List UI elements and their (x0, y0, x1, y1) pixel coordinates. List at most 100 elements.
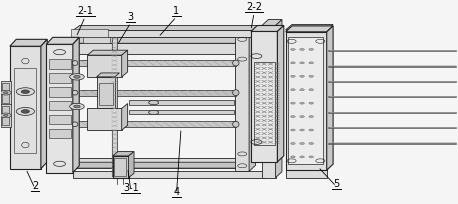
Text: 2-2: 2-2 (246, 2, 262, 12)
Circle shape (300, 103, 304, 105)
Polygon shape (327, 27, 333, 170)
Circle shape (291, 156, 295, 158)
Polygon shape (113, 152, 134, 156)
Bar (87, 109, 122, 131)
Circle shape (300, 49, 304, 51)
Bar (73, 31, 265, 38)
Circle shape (291, 89, 295, 91)
Bar (83, 38, 110, 44)
Circle shape (70, 74, 84, 81)
Circle shape (300, 143, 304, 145)
Circle shape (16, 108, 34, 116)
Bar (286, 170, 327, 178)
Polygon shape (122, 104, 128, 131)
Circle shape (291, 49, 295, 51)
Text: 3: 3 (128, 11, 134, 21)
Polygon shape (262, 20, 282, 26)
Ellipse shape (233, 122, 239, 128)
Circle shape (291, 129, 295, 131)
Ellipse shape (233, 61, 239, 67)
Ellipse shape (72, 122, 78, 127)
Circle shape (0, 91, 11, 96)
Ellipse shape (233, 90, 239, 96)
Circle shape (16, 88, 34, 96)
Circle shape (309, 129, 313, 131)
Bar (78, 61, 236, 67)
Polygon shape (286, 27, 333, 33)
Bar (49, 101, 71, 111)
Bar (78, 122, 236, 128)
Polygon shape (122, 51, 128, 78)
Polygon shape (73, 38, 245, 44)
Circle shape (3, 92, 8, 94)
Bar (113, 156, 129, 178)
Bar (235, 35, 249, 171)
Circle shape (3, 115, 8, 117)
Bar (2, 83, 9, 103)
Polygon shape (73, 26, 272, 31)
Bar (73, 44, 237, 54)
Bar (129, 111, 234, 115)
Bar (114, 158, 126, 176)
Bar (286, 33, 327, 170)
Text: 1: 1 (174, 6, 180, 16)
Circle shape (300, 89, 304, 91)
Circle shape (309, 89, 313, 91)
Bar (1, 81, 11, 105)
Circle shape (291, 103, 295, 105)
Text: 5: 5 (333, 179, 339, 188)
Polygon shape (10, 40, 47, 47)
Circle shape (0, 113, 11, 118)
Text: 4: 4 (174, 186, 180, 196)
Circle shape (74, 106, 80, 108)
Circle shape (74, 76, 80, 79)
Polygon shape (73, 38, 79, 173)
Bar (71, 30, 108, 38)
Ellipse shape (72, 91, 78, 96)
Bar (2, 106, 9, 125)
Circle shape (300, 76, 304, 78)
Polygon shape (278, 26, 284, 162)
Ellipse shape (149, 101, 158, 105)
Polygon shape (129, 152, 134, 178)
Circle shape (300, 63, 304, 64)
Circle shape (309, 116, 313, 118)
Polygon shape (235, 29, 256, 35)
Polygon shape (73, 162, 245, 168)
Text: 2-1: 2-1 (77, 6, 93, 16)
Circle shape (291, 143, 295, 145)
Polygon shape (41, 40, 47, 169)
Bar (49, 129, 71, 139)
Polygon shape (46, 38, 79, 45)
Bar (14, 69, 36, 153)
Bar (49, 60, 71, 70)
Bar (251, 32, 278, 162)
Text: 3-1: 3-1 (123, 183, 139, 193)
Polygon shape (276, 20, 282, 178)
Circle shape (291, 116, 295, 118)
Bar (49, 115, 71, 125)
Polygon shape (251, 26, 284, 32)
Polygon shape (97, 74, 120, 78)
Bar (1, 104, 11, 127)
Bar (87, 56, 122, 78)
Circle shape (21, 90, 29, 94)
Circle shape (291, 76, 295, 78)
Circle shape (309, 103, 313, 105)
Ellipse shape (149, 111, 158, 115)
Bar (286, 31, 327, 38)
Circle shape (309, 63, 313, 64)
Circle shape (309, 49, 313, 51)
Bar (99, 83, 113, 105)
Bar (46, 45, 73, 173)
Polygon shape (87, 51, 128, 56)
Bar (49, 88, 71, 97)
Bar (78, 90, 236, 96)
Polygon shape (286, 25, 333, 31)
Bar (97, 78, 115, 109)
Circle shape (300, 129, 304, 131)
Circle shape (21, 110, 29, 114)
Bar (262, 26, 276, 178)
Circle shape (309, 143, 313, 145)
Bar (112, 38, 117, 176)
